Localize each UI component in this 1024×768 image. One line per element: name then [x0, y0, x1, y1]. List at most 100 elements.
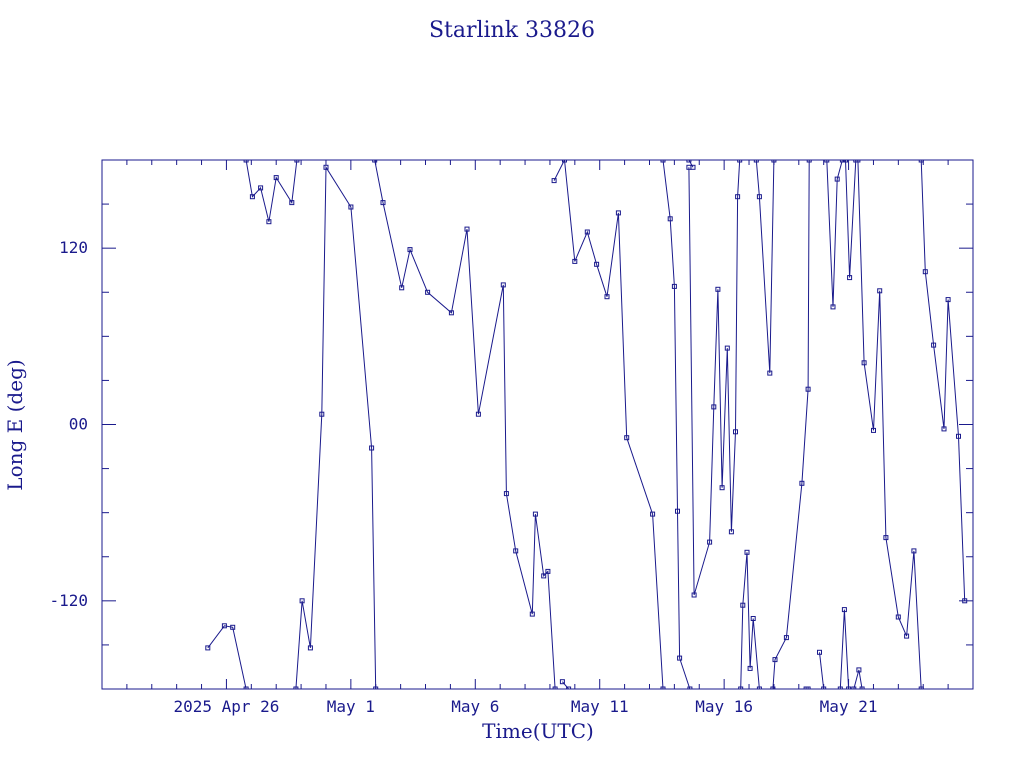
data-point: [448, 310, 454, 316]
data-point: [205, 645, 211, 651]
data-point: [675, 508, 680, 514]
data-point: [243, 686, 249, 689]
x-tick-label: May 6: [451, 697, 499, 716]
data-point: [931, 342, 937, 348]
series-line: [688, 160, 694, 168]
data-point: [724, 345, 730, 351]
data-point: [711, 404, 717, 410]
data-point: [624, 435, 630, 441]
y-tick-label: -120: [49, 591, 88, 610]
series-line: [688, 160, 741, 596]
series-line: [853, 669, 863, 689]
data-point: [319, 411, 325, 417]
data-point: [856, 667, 862, 673]
series-line: [819, 652, 825, 689]
data-point: [824, 160, 830, 163]
data-point: [922, 269, 928, 275]
data-point: [407, 247, 413, 253]
series-line: [553, 160, 664, 689]
data-point: [572, 258, 578, 264]
data-point: [737, 160, 743, 163]
x-tick-label: May 21: [820, 697, 878, 716]
data-point: [756, 686, 762, 689]
data-point: [650, 511, 656, 517]
data-point: [799, 480, 805, 486]
data-point: [918, 686, 924, 689]
data-point: [719, 485, 725, 491]
data-point: [956, 433, 961, 439]
data-point: [677, 655, 683, 661]
data-point: [738, 686, 744, 689]
data-point: [740, 602, 746, 608]
data-point: [753, 160, 759, 163]
data-point: [671, 283, 677, 289]
data-point: [733, 429, 738, 435]
data-point: [767, 370, 773, 376]
data-point: [258, 185, 264, 191]
data-point: [552, 686, 558, 689]
data-point: [770, 686, 776, 689]
data-point: [545, 568, 551, 574]
data-point: [847, 275, 853, 281]
data-point: [551, 178, 557, 184]
data-point: [895, 614, 901, 620]
data-point: [686, 164, 692, 170]
data-point: [686, 160, 692, 163]
data-point: [771, 160, 777, 163]
data-point: [299, 598, 305, 604]
data-point: [562, 160, 567, 163]
data-point: [805, 386, 811, 392]
data-point: [859, 686, 865, 689]
series-line: [295, 165, 377, 689]
series-line: [755, 160, 775, 374]
data-point: [615, 210, 621, 216]
x-axis-label: Time(UTC): [482, 719, 594, 743]
data-point: [594, 261, 600, 267]
data-point: [503, 491, 509, 497]
data-point: [821, 686, 827, 689]
data-point: [747, 665, 753, 671]
data-point: [834, 176, 840, 182]
data-point: [806, 160, 812, 163]
data-point: [221, 623, 227, 629]
data-point: [604, 294, 610, 300]
data-point: [348, 204, 354, 210]
data-point: [266, 219, 272, 225]
series-line: [207, 625, 247, 689]
data-point: [532, 511, 538, 517]
data-point: [861, 360, 867, 366]
data-point: [660, 160, 666, 163]
series-line: [662, 160, 691, 689]
data-point: [904, 633, 910, 639]
data-point: [230, 624, 236, 630]
data-point: [691, 592, 697, 598]
data-point: [294, 160, 300, 163]
data-point: [273, 175, 279, 181]
x-tick-label: May 11: [571, 697, 629, 716]
data-point: [475, 411, 481, 417]
data-point: [323, 164, 329, 170]
chart-title: Starlink 33826: [429, 18, 595, 43]
series-line: [920, 160, 966, 601]
series-line: [845, 160, 857, 278]
data-point: [805, 686, 811, 689]
data-point: [772, 657, 778, 663]
data-point: [830, 304, 836, 310]
data-point: [883, 535, 889, 541]
data-point: [756, 194, 762, 200]
data-point: [783, 635, 789, 641]
data-point: [855, 160, 861, 163]
data-point: [307, 645, 313, 651]
data-point: [877, 288, 883, 294]
y-tick-label: 120: [59, 238, 88, 257]
data-point: [744, 549, 750, 555]
data-point: [380, 200, 386, 206]
x-tick-label: 2025 Apr 26: [173, 697, 279, 716]
data-point: [715, 286, 721, 292]
data-point: [541, 573, 547, 579]
data-point: [500, 282, 506, 288]
data-point: [372, 160, 378, 163]
data-point: [851, 686, 857, 689]
data-point: [918, 160, 924, 163]
series-line: [374, 160, 556, 689]
